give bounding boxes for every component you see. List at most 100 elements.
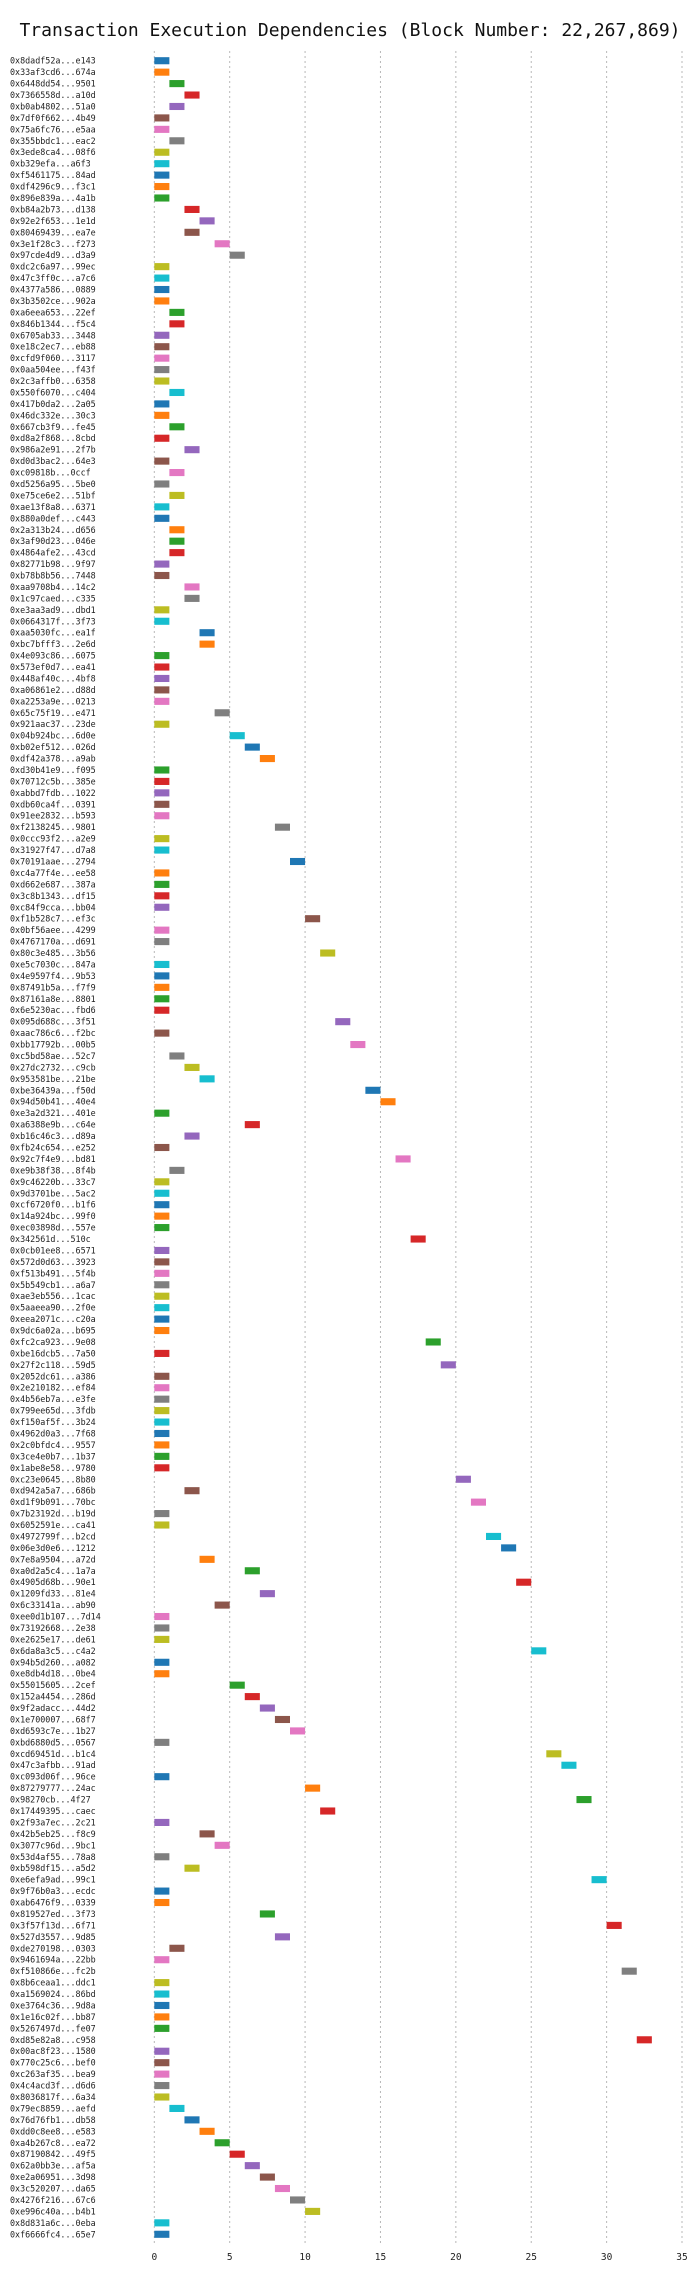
tx-bar [154, 1418, 170, 1426]
x-tick-label: 0 [151, 2252, 157, 2263]
x-tick-label: 30 [601, 2252, 613, 2263]
tx-bar [154, 194, 170, 202]
tx-bar [214, 1841, 230, 1849]
tx-bar [154, 354, 170, 362]
y-tick-label: 0x550f6070...c404 [10, 387, 96, 397]
tx-bar [154, 1281, 170, 1289]
tx-bar [169, 1166, 185, 1174]
y-tick-label: 0x4e093c86...6075 [10, 651, 96, 661]
y-tick-label: 0x65c75f19...e471 [10, 708, 96, 718]
tx-bar [154, 285, 170, 294]
tx-bar [199, 1830, 215, 1838]
x-tick-label: 20 [450, 2252, 462, 2263]
tx-bar [154, 720, 170, 728]
y-tick-label: 0x00ac8f23...1580 [10, 2046, 96, 2056]
y-tick-label: 0x4c4acd3f...d6d6 [10, 2081, 96, 2091]
y-tick-label: 0xc84f9cca...bb04 [10, 902, 96, 912]
tx-bar [244, 2162, 260, 2170]
tx-bar [259, 1910, 275, 1918]
y-tick-label: 0xaa5030fc...ea1f [10, 628, 96, 638]
tx-bar [380, 1098, 396, 1106]
tx-bar [244, 1693, 260, 1701]
chart-title: Transaction Execution Dependencies (Bloc… [19, 20, 681, 41]
y-tick-label: 0xd942a5a7...686b [10, 1486, 96, 1496]
tx-bar [184, 594, 200, 602]
y-tick-label: 0xeea2071c...c20a [10, 1314, 96, 1324]
y-tick-label: 0x5b549cb1...a6a7 [10, 1280, 96, 1290]
tx-bar [169, 423, 185, 431]
y-tick-label: 0x8b6ceaa1...ddc1 [10, 1978, 96, 1988]
tx-bar [320, 1807, 336, 1815]
y-tick-label: 0x572d0d63...3923 [10, 1257, 96, 1267]
y-tick-label: 0xe8db4d18...0be4 [10, 1669, 96, 1679]
tx-bar [154, 1464, 170, 1472]
y-tick-label: 0xe18c2ec7...eb88 [10, 342, 96, 352]
y-tick-label: 0x667cb3f9...fe45 [10, 422, 96, 432]
y-tick-label: 0x095d688c...3f51 [10, 1017, 96, 1027]
tx-bar [154, 366, 170, 374]
tx-bar [154, 846, 170, 854]
tx-bar [305, 1784, 321, 1792]
y-tick-label: 0xf6666fc4...65e7 [10, 2229, 96, 2239]
x-tick-label: 25 [526, 2252, 537, 2263]
bars [154, 57, 652, 2238]
y-tick-label: 0x76d76fb1...db58 [10, 2115, 96, 2125]
y-tick-label: 0xee0d1b107...7d14 [10, 1612, 101, 1622]
y-tick-label: 0xf513b491...5f4b [10, 1268, 96, 1278]
tx-bar [244, 1121, 260, 1129]
y-tick-label: 0x1e700007...68f7 [10, 1714, 96, 1724]
tx-bar [154, 1510, 170, 1518]
y-tick-label: 0x3e1f28c3...f273 [10, 239, 96, 249]
y-tick-label: 0x79ec8859...aefd [10, 2103, 96, 2113]
tx-bar [154, 1349, 170, 1357]
tx-bar [154, 377, 170, 385]
tx-bar [154, 160, 170, 168]
y-tick-label: 0x9461694a...22bb [10, 1955, 96, 1965]
tx-bar [154, 1029, 170, 1037]
tx-bar [214, 709, 230, 717]
tx-bar [154, 938, 170, 946]
tx-bar [169, 320, 185, 328]
y-tick-label: 0x2c0bfdc4...9557 [10, 1440, 96, 1450]
y-tick-label: 0x27f2c118...59d5 [10, 1360, 96, 1370]
tx-bar [154, 1201, 170, 1209]
tx-bar [395, 1155, 411, 1163]
y-tick-label: 0x17449395...caec [10, 1806, 96, 1816]
tx-bar [184, 1132, 200, 1140]
tx-bar [184, 1864, 200, 1872]
tx-bar [154, 697, 170, 705]
tx-bar [214, 240, 230, 248]
y-tick-label: 0x8dadf52a...e143 [10, 56, 96, 66]
tx-bar [169, 308, 185, 316]
y-tick-label: 0xd30b41e9...f095 [10, 765, 96, 775]
tx-bar [154, 892, 170, 900]
y-tick-label: 0xf5461175...84ad [10, 170, 96, 180]
tx-bar [455, 1475, 471, 1483]
tx-bar [154, 343, 170, 351]
y-tick-label: 0x4767170a...d691 [10, 937, 96, 947]
tx-bar [274, 2184, 290, 2193]
tx-bar [305, 915, 321, 923]
y-tick-label: 0x2f93a7ec...2c21 [10, 1817, 96, 1827]
tx-bar [229, 251, 245, 259]
y-tick-label: 0x4905d68b...90e1 [10, 1577, 96, 1587]
tx-bar [486, 1532, 502, 1540]
tx-bar [154, 1658, 170, 1666]
tx-bar [636, 2036, 652, 2044]
y-tick-label: 0x47c3afbb...91ad [10, 1760, 96, 1770]
tx-bar [154, 263, 170, 271]
y-tick-label: 0x152a4454...286d [10, 1692, 96, 1702]
y-tick-label: 0x73192668...2e38 [10, 1623, 96, 1633]
y-tick-label: 0x3077c96d...9bc1 [10, 1840, 96, 1850]
tx-bar [154, 274, 170, 282]
tx-bar [154, 835, 170, 843]
tx-bar [184, 91, 200, 99]
tx-bar [229, 732, 245, 740]
tx-bar [199, 217, 215, 225]
y-tick-label: 0x0aa504ee...f43f [10, 365, 96, 375]
y-tick-label: 0x4972799f...b2cd [10, 1531, 96, 1541]
tx-bar [244, 743, 260, 751]
tx-bar [154, 1898, 170, 1907]
y-tick-label: 0x3b3502ce...902a [10, 296, 96, 306]
